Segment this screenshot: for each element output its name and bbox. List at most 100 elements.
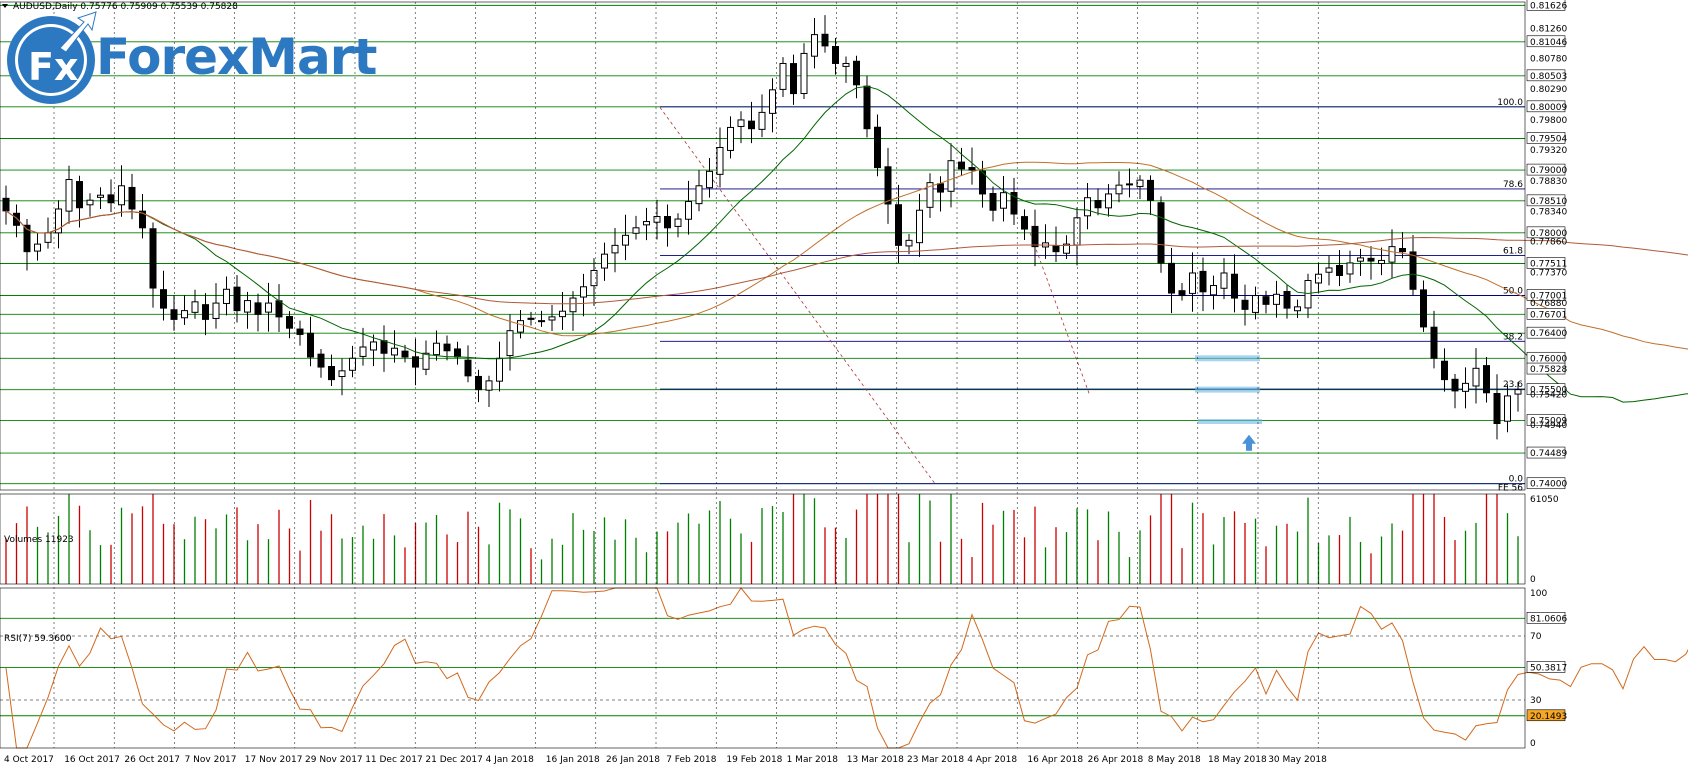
rsi-tick-label: 30 [1530, 696, 1542, 706]
zone-rect [1195, 355, 1260, 362]
candle-body [128, 186, 136, 210]
candle-body [1504, 395, 1511, 422]
fib-trend-line [1029, 232, 1091, 397]
candle-body [307, 332, 314, 358]
candle-body [1052, 244, 1060, 253]
date-tick-label: 16 Oct 2017 [64, 755, 120, 765]
candle-body [1441, 360, 1448, 381]
candle-body [464, 359, 472, 377]
collapse-triangle-icon[interactable] [2, 4, 8, 8]
price-tick-label: 0.75009 [1530, 416, 1567, 426]
candle-body [674, 218, 682, 227]
candle-body [1357, 257, 1364, 262]
price-pane: 100.0 78.6 61.8 50.0 38.2 23.6 0.0FE 56 [0, 4, 1688, 494]
ma-slow-line [5, 210, 1688, 305]
candle-body [359, 346, 367, 357]
candle-body [884, 166, 892, 205]
candle-body [1000, 192, 1007, 209]
candle-body [223, 288, 230, 304]
candle-body [611, 244, 619, 254]
candle-body [65, 179, 73, 212]
price-label-box [1526, 0, 1566, 11]
date-tick-label: 1 Mar 2018 [787, 755, 839, 765]
date-tick-label: 4 Oct 2017 [4, 755, 54, 765]
candle-body [664, 216, 671, 229]
candle-body [1304, 279, 1312, 309]
rsi-tick-label: 70 [1530, 632, 1542, 642]
candle-body [212, 302, 220, 319]
price-tick-label: 0.77370 [1530, 268, 1567, 278]
fx-badge-text: Fx [28, 45, 78, 89]
candle-body [1178, 290, 1186, 297]
candle-body [296, 328, 304, 335]
candle-body [328, 366, 335, 381]
candle-body [422, 352, 430, 370]
price-tick-label: 0.76400 [1530, 329, 1567, 339]
candle-body [380, 340, 388, 354]
candle-body [1084, 197, 1091, 217]
candle-body [1210, 285, 1217, 296]
candle-body [874, 126, 881, 169]
price-tick-label: 0.79000 [1530, 166, 1567, 176]
volume-title: Volumes 11923 [4, 535, 74, 545]
candle-body [1031, 225, 1039, 248]
candle-body [118, 185, 125, 206]
candle-body [244, 300, 251, 313]
candle-body [1157, 202, 1165, 264]
date-tick-label: 18 May 2018 [1208, 755, 1267, 765]
candle-body [265, 302, 272, 313]
candle-body [989, 193, 997, 211]
candle-body [1420, 289, 1427, 328]
candle-body [958, 161, 965, 170]
candle-body [569, 297, 577, 313]
candle-body [443, 343, 451, 352]
candle-body [233, 286, 241, 312]
rsi-level-label: 50.3817 [1530, 663, 1567, 673]
candle-body [1231, 273, 1238, 299]
volume-tick-label: 61050 [1530, 495, 1559, 505]
candle-body [13, 212, 20, 226]
date-tick-label: 23 Mar 2018 [907, 755, 964, 765]
candle-body [727, 126, 734, 151]
date-tick-label: 13 Mar 2018 [847, 755, 904, 765]
candle-body [559, 310, 566, 318]
candle-body [139, 210, 146, 229]
price-tick-label: 0.79800 [1530, 116, 1567, 126]
zone-rect [1198, 419, 1262, 425]
candle-body [55, 208, 62, 234]
candle-body [23, 224, 31, 253]
candle-body [538, 320, 545, 323]
candle-body [1094, 200, 1102, 209]
candle-body [527, 317, 535, 320]
candle-body [1199, 270, 1207, 293]
price-tick-label: 0.75420 [1530, 391, 1567, 401]
candle-body [695, 185, 703, 205]
candle-body [160, 289, 167, 309]
date-tick-label: 4 Apr 2018 [967, 755, 1017, 765]
candle-body [548, 316, 556, 321]
candle-body [1409, 251, 1417, 290]
fib-level-label: 38.2 [1503, 332, 1523, 342]
candle-body [1367, 257, 1375, 262]
candle-body [1252, 295, 1259, 313]
rsi-pane [0, 587, 1688, 749]
price-label-box [1526, 326, 1566, 339]
date-tick-label: 30 May 2018 [1268, 755, 1327, 765]
candle-body [433, 342, 440, 356]
candle-body [790, 63, 797, 95]
price-tick-label: 0.78510 [1530, 197, 1567, 207]
candle-body [1168, 262, 1175, 294]
candle-body [97, 194, 104, 198]
candle-body [853, 60, 860, 86]
volume-frame [0, 493, 1526, 585]
price-tick-label: 0.81626 [1530, 1, 1567, 11]
candle-body [149, 228, 157, 289]
price-tick-label: 0.74000 [1530, 480, 1567, 490]
date-tick-label: 29 Nov 2017 [305, 755, 363, 765]
candle-body [1430, 326, 1438, 359]
price-label-box [1526, 226, 1566, 239]
candle-body [76, 181, 83, 209]
candle-body [979, 170, 986, 195]
candle-body [475, 375, 482, 391]
